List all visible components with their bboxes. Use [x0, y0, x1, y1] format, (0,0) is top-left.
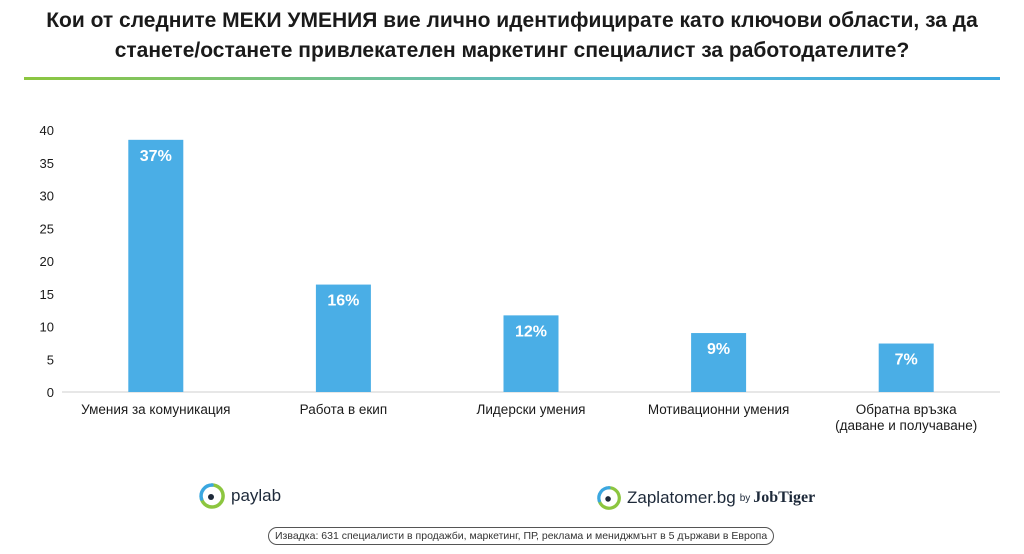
y-tick-label: 35 — [40, 156, 54, 171]
source-note: Извадка: 631 специалисти в продажби, мар… — [268, 527, 775, 545]
by-text: by — [739, 492, 751, 504]
paylab-logo-text: paylab — [231, 486, 282, 505]
x-tick-label: Работа в екип — [300, 402, 388, 417]
bar — [691, 333, 747, 392]
paylab-logo: paylab — [198, 482, 281, 510]
bar-data-label: 37% — [140, 148, 172, 165]
y-tick-label: 15 — [40, 287, 54, 302]
bar-data-label: 9% — [707, 341, 730, 358]
bar — [315, 284, 371, 392]
x-tick-label: Умения за комуникация — [81, 402, 230, 417]
x-tick-label: Обратна връзка — [856, 402, 957, 417]
jobtiger-logo-text: JobTiger — [753, 489, 816, 506]
x-tick-label: (даване и получаване) — [835, 418, 977, 433]
y-tick-label: 0 — [47, 385, 54, 400]
zaplatomer-logo: Zaplatomer.bg by JobTiger — [596, 485, 815, 511]
title-divider — [24, 77, 1000, 80]
y-tick-label: 25 — [40, 221, 54, 236]
x-tick-label: Мотивационни умения — [648, 402, 790, 417]
y-tick-label: 5 — [47, 352, 54, 367]
y-tick-label: 40 — [40, 123, 54, 138]
paylab-logo-icon — [199, 483, 225, 509]
bar-data-label: 12% — [515, 323, 547, 340]
bar — [878, 343, 934, 392]
y-tick-label: 20 — [40, 254, 54, 269]
chart-title-line-1: Кои от следните МЕКИ УМЕНИЯ вие лично ид… — [46, 9, 978, 32]
y-tick-label: 10 — [40, 320, 54, 335]
zaplatomer-logo-icon — [597, 486, 621, 510]
bar-data-label: 16% — [327, 293, 359, 310]
zaplatomer-logo-text: Zaplatomer.bg — [627, 488, 736, 507]
bar — [128, 139, 184, 392]
bar — [503, 315, 559, 392]
y-tick-label: 30 — [40, 189, 54, 204]
x-tick-label: Лидерски умения — [477, 402, 586, 417]
chart-title: Кои от следните МЕКИ УМЕНИЯ вие лично ид… — [0, 6, 1024, 66]
chart-title-line-2: станете/останете привлекателен маркетинг… — [114, 39, 910, 62]
bar-data-label: 7% — [895, 352, 918, 369]
